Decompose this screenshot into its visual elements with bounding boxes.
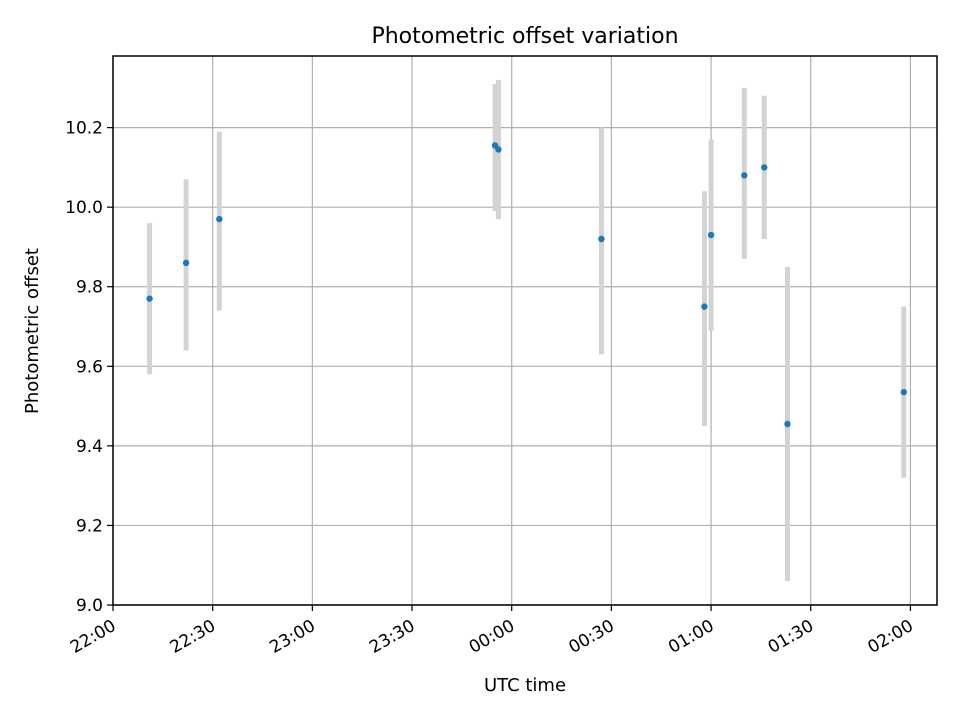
x-axis-label: UTC time — [484, 675, 566, 696]
data-point — [741, 172, 748, 179]
data-layer — [146, 79, 907, 582]
data-point — [701, 303, 708, 310]
data-point — [900, 388, 907, 396]
data-point — [598, 235, 605, 243]
data-point — [182, 259, 190, 267]
plot-frame — [112, 55, 938, 606]
y-tick-label: 9.8 — [76, 278, 103, 298]
data-point — [784, 420, 791, 428]
y-tick-label: 9.2 — [76, 516, 103, 536]
y-tick-label: 9.6 — [76, 357, 103, 377]
chart-title: Photometric offset variation — [371, 24, 678, 49]
data-point — [707, 231, 715, 239]
data-point — [761, 164, 768, 171]
y-tick-label: 10.0 — [65, 198, 103, 218]
y-tick-label: 9.4 — [76, 437, 103, 457]
data-point — [495, 146, 502, 153]
data-point — [146, 295, 153, 302]
y-axis-label: Photometric offset — [22, 248, 43, 414]
y-tick-label: 9.0 — [76, 596, 103, 616]
y-tick-label: 10.2 — [65, 119, 103, 139]
grid-layer — [112, 56, 937, 606]
data-point — [216, 215, 223, 223]
